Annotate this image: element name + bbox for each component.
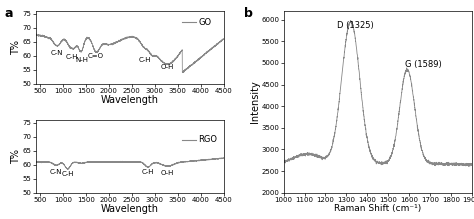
Text: O-H: O-H [161, 170, 174, 176]
Y-axis label: T%: T% [11, 40, 21, 55]
X-axis label: Wavelength: Wavelength [100, 204, 158, 214]
Text: C-H: C-H [66, 54, 79, 60]
Text: C-H: C-H [138, 57, 151, 63]
Text: D (1325): D (1325) [337, 21, 374, 30]
Text: C-N: C-N [51, 50, 64, 56]
Text: G (1589): G (1589) [405, 60, 442, 69]
Text: GO: GO [198, 18, 211, 27]
Text: O-H: O-H [161, 64, 174, 70]
Text: N-H: N-H [75, 57, 88, 63]
X-axis label: Wavelength: Wavelength [100, 95, 158, 105]
Text: C-H: C-H [62, 171, 74, 177]
Text: RGO: RGO [198, 135, 217, 144]
Text: C=O: C=O [88, 53, 104, 59]
Text: a: a [5, 7, 13, 19]
X-axis label: Raman Shift (cm⁻¹): Raman Shift (cm⁻¹) [334, 204, 421, 213]
Y-axis label: T%: T% [11, 149, 21, 164]
Text: C-H: C-H [142, 169, 154, 175]
Text: b: b [244, 7, 253, 19]
Text: C-N: C-N [50, 169, 63, 175]
Y-axis label: Intensity: Intensity [250, 80, 260, 123]
